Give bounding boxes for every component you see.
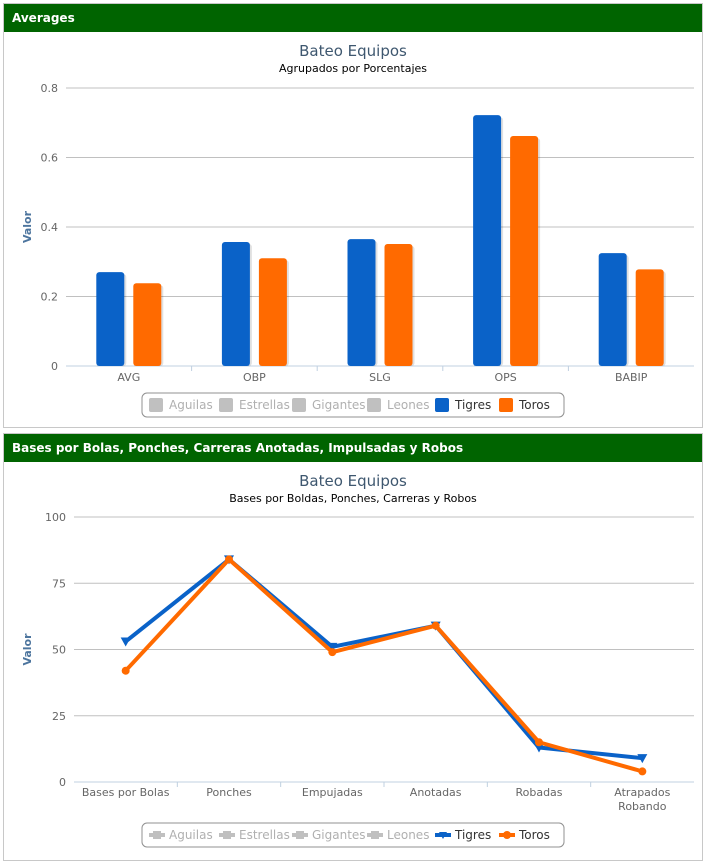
chart-subtitle: Agrupados por Porcentajes — [279, 62, 427, 75]
y-tick-label: 100 — [45, 511, 66, 524]
chart-legend: Aguilas Estrellas Gigantes Leones Tigres Toro… — [141, 822, 565, 848]
chart-subtitle: Bases por Boldas, Ponches, Carreras y Ro… — [229, 492, 477, 505]
point-toros — [638, 767, 647, 776]
legend-swatch — [292, 398, 306, 412]
y-tick-label: 0.4 — [41, 221, 59, 234]
legend-swatch — [149, 398, 163, 412]
legend-swatch — [435, 398, 449, 412]
averages-panel-header: Averages — [4, 4, 702, 32]
y-tick-label: 75 — [52, 577, 66, 590]
point-tigres — [637, 754, 648, 764]
bases-panel-header: Bases por Bolas, Ponches, Carreras Anota… — [4, 434, 702, 462]
legend-label: Tigres — [454, 398, 491, 412]
legend-label: Estrellas — [239, 828, 290, 842]
y-tick-label: 25 — [52, 710, 66, 723]
legend-marker — [153, 831, 161, 839]
point-tigres — [327, 642, 338, 652]
series-line-tigres — [124, 557, 643, 761]
legend-label: Leones — [387, 828, 429, 842]
legend-label: Gigantes — [312, 398, 366, 412]
x-tick-label: Ponches — [206, 786, 252, 799]
x-tick-label: Anotadas — [410, 786, 462, 799]
point-tigres — [120, 637, 131, 647]
series-line-toros — [124, 557, 643, 774]
x-tick-label-line2: Robando — [618, 800, 667, 813]
y-axis-label: Valor — [21, 633, 34, 666]
bar-tigres-slg — [347, 239, 376, 366]
bar-tigres-babip — [598, 253, 627, 366]
bases-panel: Bases por Bolas, Ponches, Carreras Anota… — [3, 433, 703, 861]
legend-label: Estrellas — [239, 398, 290, 412]
chart-title: Bateo Equipos — [299, 42, 407, 60]
bar-toros-avg — [133, 283, 162, 366]
bar-toros-babip — [635, 269, 664, 366]
y-axis-label: Valor — [21, 210, 34, 243]
x-tick-label: Bases por Bolas — [82, 786, 170, 799]
y-tick-label: 50 — [52, 644, 66, 657]
legend-label: Toros — [518, 398, 550, 412]
point-toros — [121, 666, 130, 675]
bar-tigres-ops — [473, 115, 502, 366]
x-tick-label: Robadas — [515, 786, 562, 799]
x-tick-label: OBP — [243, 371, 266, 384]
legend-item-estrellas[interactable]: Estrellas — [219, 398, 290, 412]
bar-toros-slg — [384, 244, 413, 366]
x-tick-label-line1: Atrapados — [614, 786, 670, 799]
point-toros — [535, 738, 543, 747]
legend-box — [141, 392, 565, 418]
legend-item-estrellas[interactable]: Estrellas — [219, 828, 290, 842]
x-tick-label: AVG — [117, 371, 140, 384]
y-tick-label: 0.8 — [41, 82, 59, 95]
legend-item-leones[interactable]: Leones — [367, 828, 429, 842]
x-tick-label: Empujadas — [302, 786, 363, 799]
legend-swatch — [219, 398, 233, 412]
bar-toros-ops — [510, 135, 539, 366]
legend-marker — [296, 831, 304, 839]
legend-item-aguilas[interactable]: Aguilas — [149, 398, 213, 412]
legend-label: Tigres — [454, 828, 491, 842]
legend-swatch — [499, 398, 513, 412]
chart-legend: Aguilas Estrellas Gigantes Leones Tigres Toro… — [141, 392, 565, 418]
legend-marker — [223, 831, 231, 839]
legend-item-gigantes[interactable]: Gigantes — [292, 828, 366, 842]
x-tick-label: OPS — [494, 371, 516, 384]
x-tick-label: BABIP — [615, 371, 648, 384]
legend-label: Toros — [518, 828, 550, 842]
y-tick-label: 0.2 — [41, 291, 59, 304]
y-tick-label: 0 — [51, 360, 58, 373]
legend-item-gigantes[interactable]: Gigantes — [292, 398, 366, 412]
bar-chart: 0 0.2 0.4 0.6 0.8 Bateo Equipos Agrupados por … — [21, 42, 694, 418]
point-toros — [431, 621, 440, 630]
point-toros — [328, 648, 337, 657]
averages-panel: Averages 0 0.2 0.4 0.6 0.8 Bateo Equipos Agrup… — [3, 3, 703, 428]
legend-marker — [371, 831, 379, 839]
legend-item-tigres[interactable]: Tigres — [435, 828, 491, 842]
bar-tigres-avg — [96, 272, 125, 366]
legend-item-tigres[interactable]: Tigres — [435, 398, 491, 412]
chart-title: Bateo Equipos — [299, 472, 407, 490]
x-tick-label: SLG — [369, 371, 391, 384]
point-toros — [225, 555, 233, 564]
bar-tigres-obp — [221, 241, 250, 366]
legend-swatch — [367, 398, 381, 412]
y-tick-label: 0 — [59, 776, 66, 789]
legend-label: Aguilas — [169, 828, 213, 842]
y-tick-label: 0.6 — [41, 152, 59, 165]
legend-label: Leones — [387, 398, 429, 412]
legend-box — [141, 822, 565, 848]
legend-label: Aguilas — [169, 398, 213, 412]
legend-label: Gigantes — [312, 828, 366, 842]
legend-item-toros[interactable]: Toros — [499, 398, 550, 412]
bar-toros-obp — [258, 258, 287, 366]
point-tigres — [534, 743, 544, 753]
legend-item-toros[interactable]: Toros — [499, 828, 550, 842]
legend-marker — [439, 832, 447, 839]
legend-marker — [503, 831, 511, 839]
line-chart: 0 25 50 75 100 Bateo Equipos Bases por Boldas,… — [21, 472, 694, 848]
legend-item-leones[interactable]: Leones — [367, 398, 429, 412]
legend-item-aguilas[interactable]: Aguilas — [149, 828, 213, 842]
